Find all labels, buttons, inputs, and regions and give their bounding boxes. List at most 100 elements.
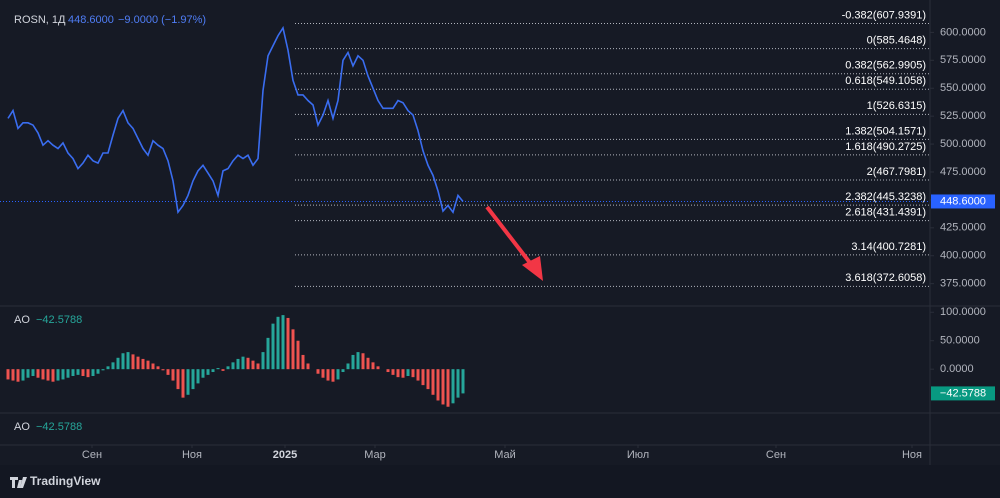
- header-price: 448.6000: [68, 14, 114, 26]
- ao-bar: [11, 369, 15, 381]
- ao-title: AO: [14, 314, 30, 326]
- ao-bar: [451, 369, 455, 404]
- y-tick-label: 375.0000: [940, 278, 986, 290]
- ao-bar: [461, 369, 465, 394]
- ao-bar: [126, 352, 130, 370]
- ao-bar: [316, 369, 320, 374]
- ao-bar: [266, 337, 270, 370]
- fib-label: 0(585.4648): [867, 35, 926, 47]
- ao-value: −42.5788: [36, 314, 82, 326]
- ao-bar: [61, 369, 65, 380]
- ao-bar: [141, 358, 145, 370]
- ao-bar: [241, 356, 245, 370]
- fib-label: 0.618(549.1058): [845, 75, 926, 87]
- ao-bar: [21, 369, 25, 381]
- header-change: −9.0000 (−1.97%): [118, 14, 206, 26]
- ao-bar: [421, 369, 425, 386]
- fib-label: 3.618(372.6058): [845, 272, 926, 284]
- ao-tag-label: −42.5788: [940, 387, 986, 399]
- price-pane: 375.0000400.0000425.0000450.0000475.0000…: [0, 9, 995, 461]
- ao-bar: [171, 369, 175, 381]
- ao-bar: [281, 315, 285, 370]
- ao-bar: [251, 360, 255, 370]
- fib-label: 0.382(562.9905): [845, 60, 926, 72]
- ao-bar: [301, 354, 305, 370]
- ao-bar: [96, 369, 100, 374]
- ao-bar: [191, 369, 195, 390]
- ao-bar: [136, 356, 140, 370]
- ao-bar: [176, 369, 180, 390]
- fib-label: 2.382(445.3238): [845, 191, 926, 203]
- ao-bar: [296, 340, 300, 370]
- fib-label: 1(526.6315): [867, 100, 926, 112]
- y-tick-label: 600.0000: [940, 26, 986, 38]
- ao-bar: [321, 369, 325, 378]
- ao-bar: [406, 369, 410, 377]
- y-tick-label: 50.0000: [940, 335, 980, 347]
- ao-bar: [151, 363, 155, 370]
- price-tag: [931, 194, 995, 209]
- y-tick-label: 575.0000: [940, 54, 986, 66]
- ao-bar: [246, 357, 250, 370]
- fib-label: 1.618(490.2725): [845, 141, 926, 153]
- ao-bar: [51, 369, 55, 382]
- price-tag-label: 448.6000: [940, 195, 986, 207]
- ao-bar: [351, 354, 355, 370]
- ao-bar: [71, 369, 75, 377]
- ao-bar: [341, 369, 345, 373]
- ao-bar: [146, 360, 150, 370]
- x-tick-label: Май: [494, 449, 516, 461]
- ao-bar: [181, 369, 185, 398]
- ao-bar: [326, 369, 330, 381]
- x-tick-label: Июл: [627, 449, 649, 461]
- ao-bar: [156, 366, 160, 370]
- symbol-title: ROSN, 1Д: [14, 14, 66, 26]
- ao-bar: [276, 316, 280, 370]
- ao-bar: [131, 354, 135, 370]
- ao-bar: [86, 369, 90, 378]
- ao-bar: [396, 369, 400, 378]
- ao-bar: [336, 369, 340, 380]
- ao-bar: [16, 369, 20, 382]
- x-tick-label: Ноя: [902, 449, 922, 461]
- fib-label: 3.14(400.7281): [851, 241, 926, 253]
- ao-bar: [331, 369, 335, 382]
- x-tick-label: Мар: [364, 449, 386, 461]
- x-tick-label: 2025: [273, 449, 297, 461]
- y-tick-label: 475.0000: [940, 166, 986, 178]
- ao-bar: [91, 369, 95, 377]
- ao-bar: [111, 362, 115, 370]
- ao-bar: [56, 369, 60, 381]
- ao-bar: [26, 369, 30, 378]
- fib-label: -0.382(607.9391): [842, 9, 926, 21]
- ao-bar: [356, 352, 360, 370]
- y-tick-label: 550.0000: [940, 82, 986, 94]
- ao-bar: [46, 369, 50, 381]
- ao-bar: [371, 362, 375, 370]
- ao-bar: [36, 369, 40, 378]
- ao-bar: [261, 352, 265, 370]
- ao-bar: [101, 369, 105, 371]
- ao-bar: [416, 369, 420, 381]
- y-tick-label: 100.0000: [940, 306, 986, 318]
- ao-bar: [116, 357, 120, 370]
- x-tick-label: Сен: [82, 449, 102, 461]
- ao-bar: [121, 353, 125, 370]
- ao-value: −42.5788: [36, 421, 82, 433]
- ao-bar: [256, 363, 260, 370]
- ao-bar: [386, 369, 390, 373]
- ao-bar: [366, 357, 370, 370]
- ao-bar: [226, 366, 230, 370]
- ao-bar: [216, 368, 220, 370]
- ao-bar: [376, 366, 380, 370]
- ao-bar: [231, 362, 235, 370]
- ao-bar: [201, 369, 205, 378]
- ao-bar: [6, 369, 10, 380]
- ao-bar: [186, 369, 190, 395]
- x-tick-label: Сен: [766, 449, 786, 461]
- ao-bar: [41, 369, 45, 380]
- ao-bar: [426, 369, 430, 390]
- ao-pane: 0.0000 50.0000 100.0000 −42.5788: [6, 306, 995, 407]
